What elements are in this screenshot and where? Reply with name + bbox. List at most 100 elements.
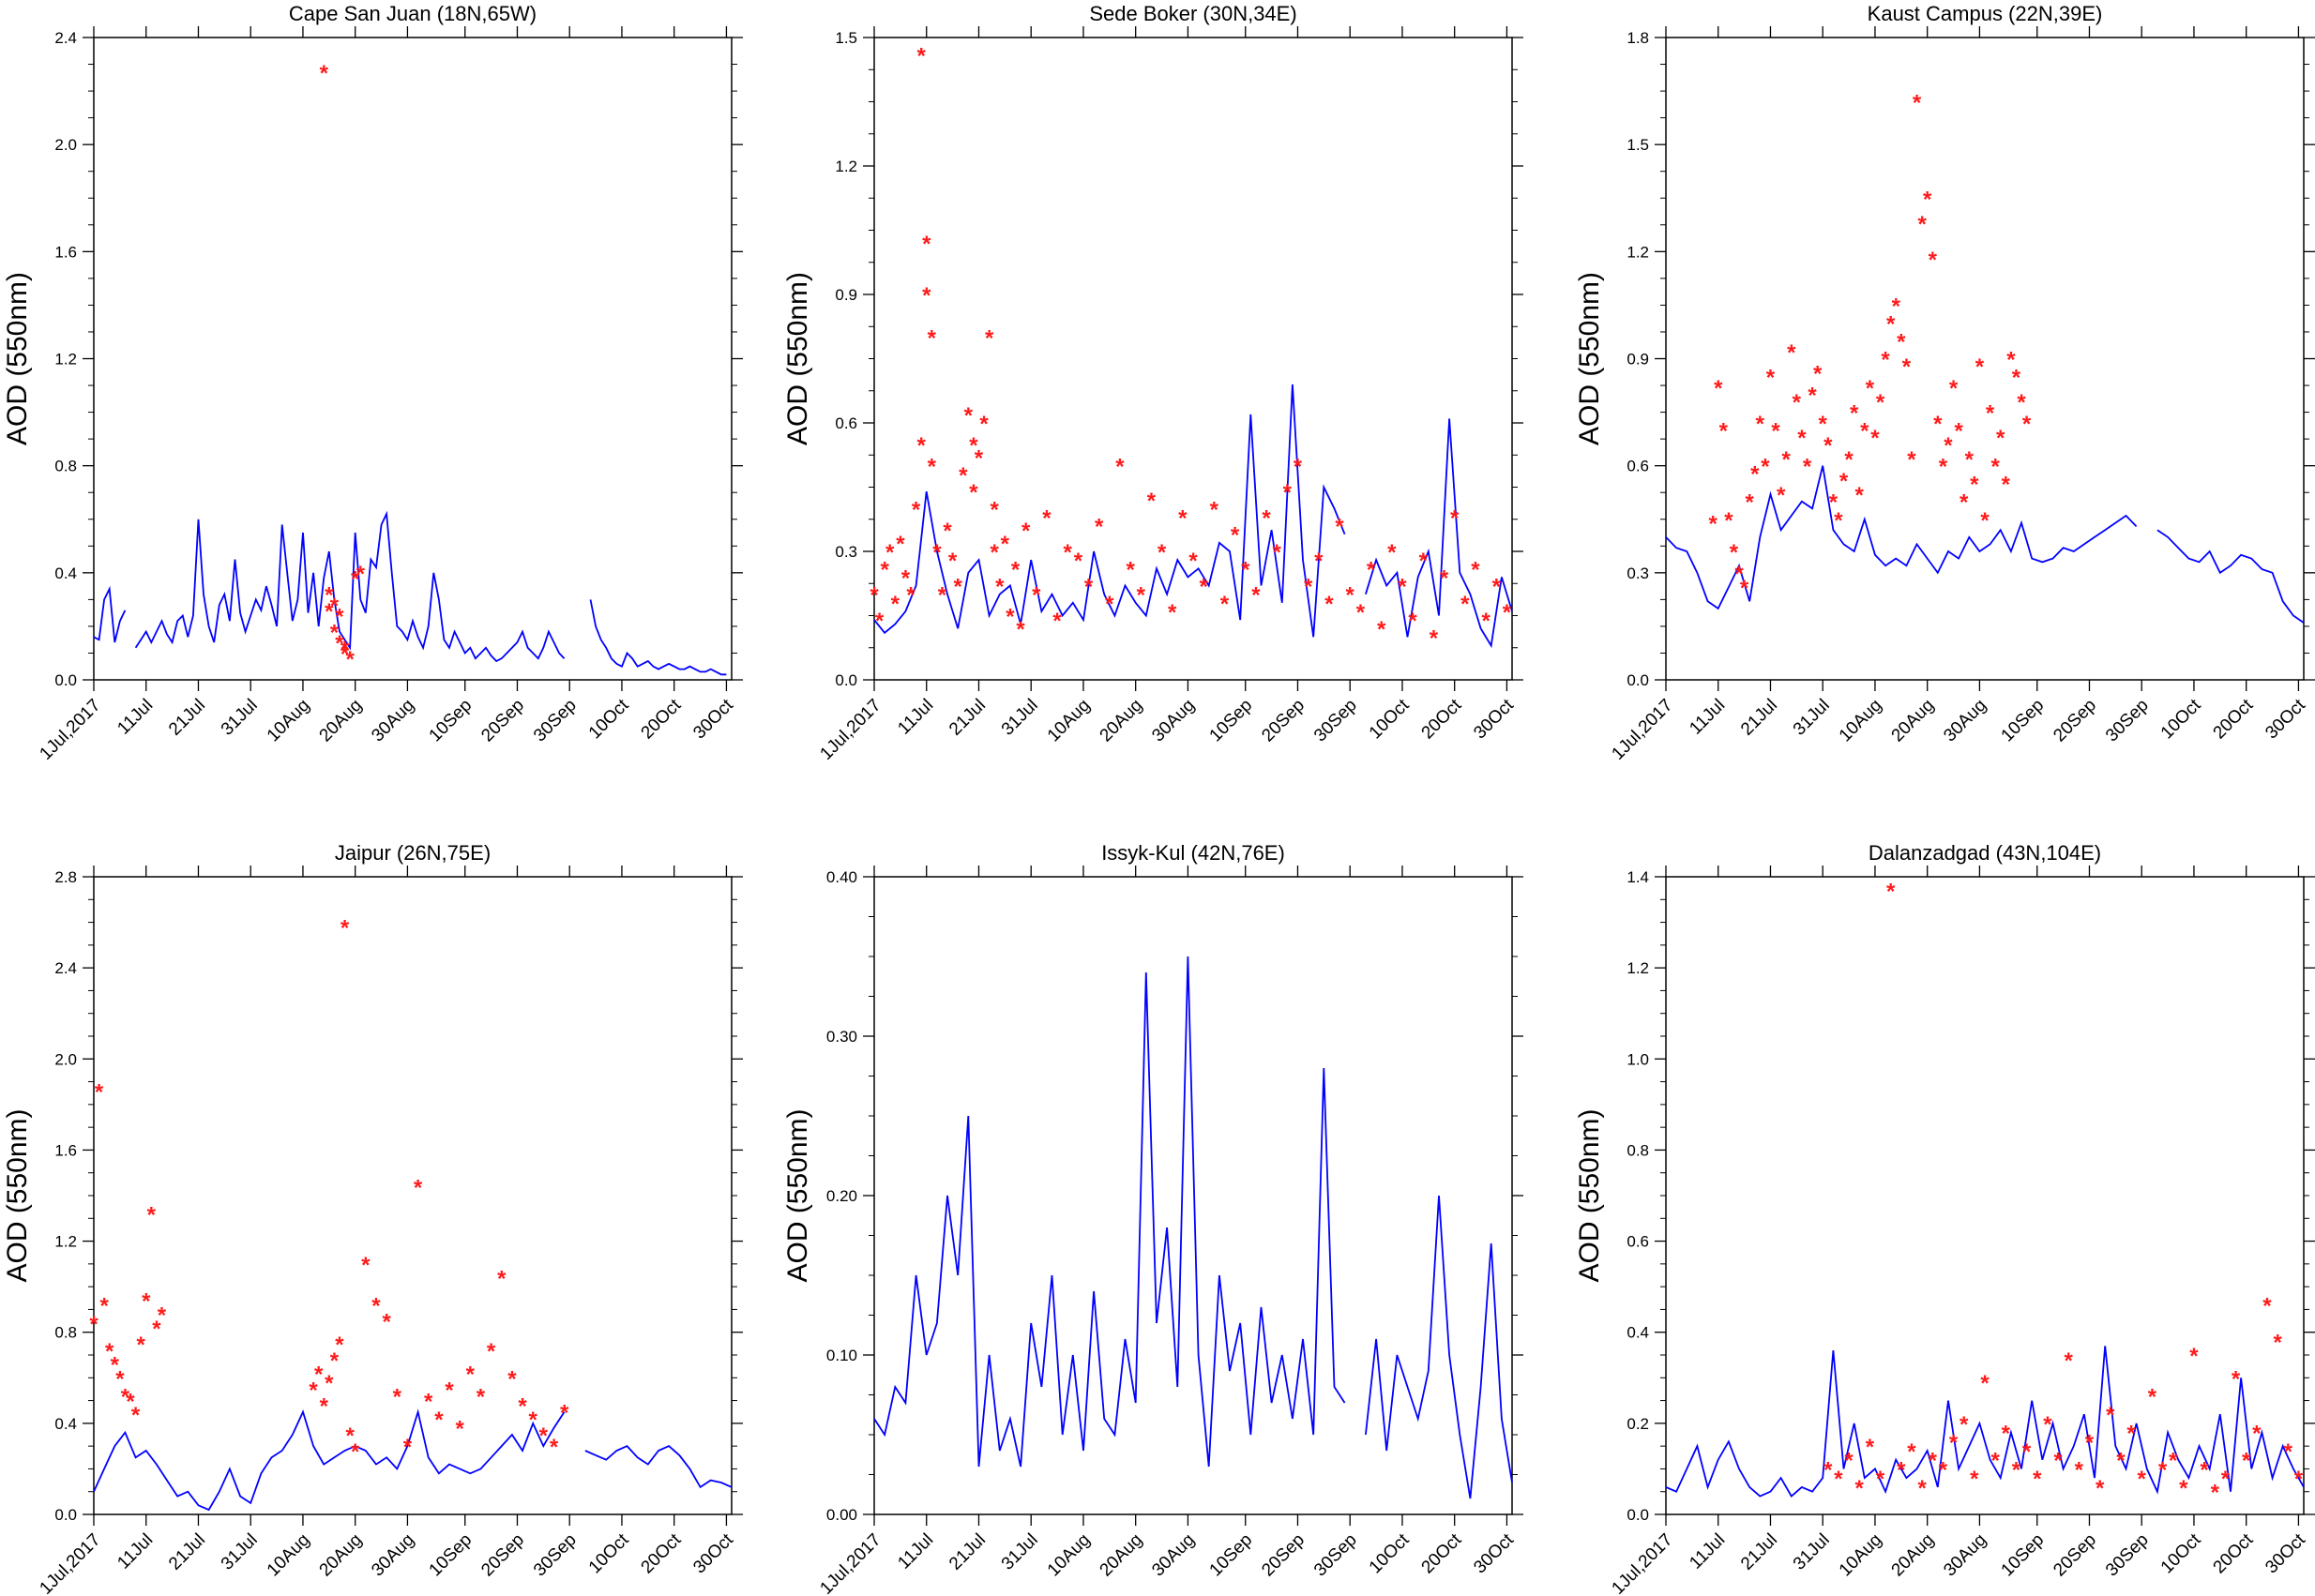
scatter-point: * — [1032, 583, 1041, 609]
x-tick-label: 31Jul — [998, 1530, 1042, 1574]
x-tick-label: 31Jul — [1790, 1530, 1834, 1574]
x-tick-label: 10Aug — [1044, 1530, 1095, 1581]
series-line — [589, 599, 727, 676]
scatter-point: * — [158, 1302, 167, 1328]
scatter-point: * — [1975, 354, 1985, 380]
x-tick-label: 20Aug — [1097, 696, 1147, 746]
scatter-point: * — [1756, 412, 1765, 437]
y-tick-label: 0.4 — [54, 1415, 77, 1433]
scatter-point: * — [126, 1390, 135, 1415]
y-tick-label: 0.0 — [54, 671, 77, 689]
scatter-point: * — [2262, 1294, 2272, 1319]
scatter-point: * — [1016, 617, 1025, 642]
y-tick-label: 0.0 — [835, 671, 857, 689]
scatter-point: * — [2294, 1467, 2304, 1492]
y-tick-label: 2.8 — [54, 868, 77, 886]
scatter-point: * — [320, 61, 329, 86]
scatter-point: * — [1188, 549, 1198, 574]
scatter-point: * — [340, 637, 350, 662]
scatter-point: * — [912, 497, 921, 522]
scatter-point: * — [975, 446, 984, 472]
y-axis-label: AOD (550nm) — [782, 1108, 813, 1282]
scatter-point: * — [2017, 390, 2026, 415]
y-tick-label: 1.2 — [1627, 959, 1649, 977]
scatter-point: * — [1866, 376, 1875, 401]
y-tick-label: 1.6 — [54, 243, 77, 261]
x-tick-label: 10Aug — [264, 1530, 314, 1581]
x-tick-label: 31Jul — [218, 696, 262, 740]
scatter-point: * — [1939, 1457, 1948, 1483]
scatter-point: * — [2085, 1430, 2095, 1455]
series-line — [1365, 1195, 1513, 1499]
scatter-point: * — [136, 1333, 145, 1358]
y-tick-label: 1.2 — [835, 158, 857, 175]
scatter-point: * — [1944, 433, 1953, 459]
x-tick-label: 10Sep — [1206, 1530, 1257, 1581]
x-tick-label: 10Oct — [1366, 1529, 1414, 1577]
scatter-point: * — [1844, 1449, 1854, 1474]
scatter-point: * — [2096, 1476, 2105, 1501]
x-tick-label: 21Jul — [1737, 1530, 1781, 1574]
y-axis-label: AOD (550nm) — [1574, 272, 1605, 445]
series-line — [873, 384, 1346, 638]
scatter-point: * — [340, 915, 350, 941]
x-tick-label: 10Aug — [1836, 696, 1886, 746]
x-tick-label: 10Sep — [1206, 696, 1257, 746]
scatter-point: * — [1367, 557, 1376, 582]
scatter-point: * — [1990, 455, 2000, 480]
x-tick-label: 30Aug — [368, 1530, 418, 1581]
scatter-point: * — [2252, 1422, 2262, 1447]
scatter-point: * — [985, 326, 994, 352]
scatter-point: * — [1262, 505, 1271, 531]
x-tick-label: 30Aug — [368, 696, 418, 746]
scatter-point: * — [870, 583, 879, 609]
scatter-point: * — [2211, 1481, 2220, 1506]
x-tick-label: 30Sep — [530, 1530, 581, 1581]
scatter-point: * — [1949, 376, 1959, 401]
scatter-point: * — [105, 1339, 114, 1364]
x-tick-label: 1Jul,2017 — [1608, 1530, 1676, 1596]
y-axis-label: AOD (550nm) — [1574, 1108, 1605, 1282]
y-tick-label: 0.3 — [835, 543, 857, 561]
scatter-point: * — [922, 232, 931, 257]
series-line — [1665, 1346, 2305, 1498]
scatter-point: * — [424, 1390, 433, 1415]
scatter-point: * — [371, 1294, 381, 1319]
scatter-point: * — [121, 1385, 130, 1410]
scatter-point: * — [995, 575, 1005, 600]
x-tick-label: 30Oct — [689, 1529, 737, 1577]
x-tick-label: 11Jul — [894, 696, 937, 739]
scatter-point: * — [1782, 447, 1792, 473]
scatter-point: * — [335, 605, 344, 630]
x-tick-label: 21Jul — [1737, 696, 1781, 740]
scatter-point: * — [1746, 490, 1755, 516]
scatter-point: * — [1917, 212, 1927, 237]
scatter-point: * — [1492, 575, 1502, 600]
scatter-point: * — [325, 583, 334, 609]
x-tick-label: 20Sep — [2050, 1530, 2100, 1581]
scatter-point: * — [2158, 1457, 2168, 1483]
y-tick-label: 1.2 — [1627, 243, 1649, 261]
scatter-point: * — [2189, 1344, 2199, 1369]
chart-title: Cape San Juan (18N,65W) — [289, 2, 537, 25]
x-tick-label: 21Jul — [165, 1530, 209, 1574]
scatter-point: * — [1168, 600, 1177, 625]
scatter-point: * — [1105, 592, 1114, 617]
series-line — [1365, 418, 1513, 649]
chart-panel-1: Cape San Juan (18N,65W) AOD (550nm) 0.0 0.4… — [2, 2, 743, 764]
y-tick-label: 2.4 — [54, 29, 77, 47]
chart-panel-6: Dalanzadgad (43N,104E) AOD (550nm) 0.0 0.2 0… — [1574, 841, 2315, 1596]
chart-title: Sede Boker (30N,34E) — [1089, 2, 1296, 25]
scatter-point: * — [1819, 412, 1828, 437]
scatter-point: * — [1986, 401, 1995, 427]
x-tick-label: 20Aug — [316, 696, 367, 746]
scatter-point: * — [1990, 1449, 2000, 1474]
scatter-point: * — [309, 1378, 318, 1403]
series-line — [93, 1408, 566, 1512]
scatter-point: * — [1771, 419, 1780, 444]
y-tick-label: 1.0 — [1627, 1050, 1649, 1068]
scatter-point: * — [916, 433, 926, 459]
scatter-point: * — [969, 480, 978, 505]
y-tick-label: 0.8 — [54, 458, 77, 475]
scatter-point: * — [1115, 455, 1125, 480]
